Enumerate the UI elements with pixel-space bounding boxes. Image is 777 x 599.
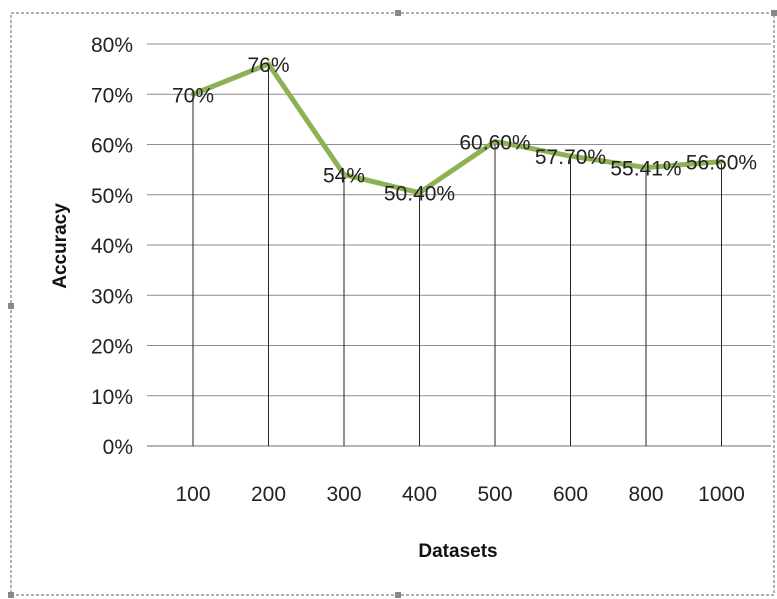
drop-lines xyxy=(192,64,722,446)
x-tick-label: 300 xyxy=(326,483,361,506)
frame-handle[interactable] xyxy=(395,592,401,598)
data-labels: 70% 76% 54% 50.40% 60.60%57.70%55.41% 56.60% xyxy=(172,54,757,206)
x-tick-label: 1000 xyxy=(698,483,745,506)
y-tick-label: 70% xyxy=(91,84,133,107)
y-tick-label: 50% xyxy=(91,185,133,208)
data-label: 56.60% xyxy=(686,152,757,175)
gridlines xyxy=(147,43,771,447)
series-line xyxy=(190,61,724,196)
frame-handle[interactable] xyxy=(771,10,777,16)
frame-handle[interactable] xyxy=(8,303,14,309)
data-label: 55.41% xyxy=(610,158,681,181)
chart-frame xyxy=(10,12,775,596)
frame-handle[interactable] xyxy=(395,10,401,16)
series-layer xyxy=(190,61,724,196)
x-tick-label: 100 xyxy=(175,483,210,506)
x-tick-label: 400 xyxy=(402,483,437,506)
data-label: 70% xyxy=(172,84,214,107)
y-tick-label: 10% xyxy=(91,386,133,409)
x-axis-title: Datasets xyxy=(418,541,497,562)
x-tick-label: 600 xyxy=(553,483,588,506)
data-label: 50.40% xyxy=(384,183,455,206)
y-tick-label: 60% xyxy=(91,135,133,158)
x-tick-labels: 100 200 300 400 500 600 800 1000 xyxy=(175,483,744,506)
y-tick-label: 0% xyxy=(103,436,133,459)
y-axis-title: Accuracy xyxy=(50,203,71,289)
frame-handle[interactable] xyxy=(8,592,14,598)
y-tick-label: 20% xyxy=(91,336,133,359)
y-tick-label: 30% xyxy=(91,285,133,308)
x-tick-label: 800 xyxy=(628,483,663,506)
data-label: 54% xyxy=(323,165,365,188)
data-label: 76% xyxy=(247,54,289,77)
x-tick-label: 500 xyxy=(477,483,512,506)
x-tick-label: 200 xyxy=(251,483,286,506)
data-label: 57.70% xyxy=(535,146,606,169)
data-label: 60.60% xyxy=(459,131,530,154)
y-tick-labels: 0% 10% 20% 30% 40% 50% 60% 70% 80% xyxy=(91,34,133,459)
frame-handles xyxy=(8,10,777,598)
y-tick-label: 80% xyxy=(91,34,133,57)
y-tick-label: 40% xyxy=(91,235,133,258)
